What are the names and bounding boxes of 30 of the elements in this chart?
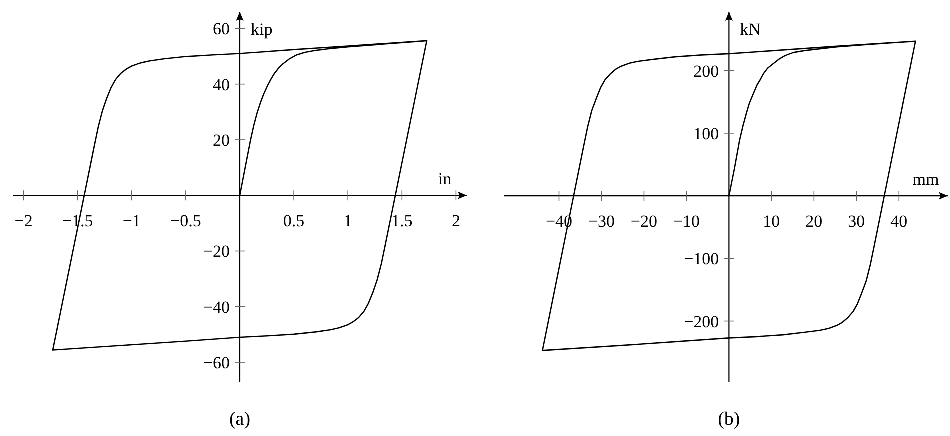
- x-tick-label: −10: [673, 212, 700, 232]
- y-tick-label: −40: [203, 298, 230, 317]
- x-tick-label: 10: [763, 212, 780, 232]
- y-axis-title: kip: [251, 20, 273, 39]
- x-tick-label: 0.5: [283, 212, 305, 231]
- y-tick-label: −20: [203, 242, 230, 262]
- y-tick-label: −60: [203, 354, 230, 373]
- x-tick-label: −1: [122, 212, 141, 231]
- x-tick-label: −2: [14, 212, 33, 231]
- x-tick-label: −20: [630, 212, 658, 232]
- x-tick-label: 40: [890, 212, 908, 232]
- x-tick-label: 1.5: [392, 212, 413, 231]
- text: (b): [718, 409, 740, 430]
- y-tick-label: −100: [684, 250, 720, 269]
- x-axis-title: in: [438, 170, 452, 189]
- y-tick-label: 200: [694, 62, 720, 81]
- y-tick-label: 40: [213, 75, 230, 94]
- x-tick-label: 2: [452, 212, 460, 231]
- x-tick-label: 1: [344, 212, 352, 231]
- x-tick-label: −30: [588, 212, 616, 232]
- y-tick-label: 100: [694, 124, 720, 144]
- y-tick-label: 20: [213, 130, 230, 150]
- x-tick-label: 20: [806, 212, 823, 232]
- y-tick-label: −200: [684, 312, 720, 332]
- x-tick-label: −0.5: [170, 212, 202, 231]
- y-tick-label: 60: [213, 20, 230, 39]
- x-tick-label: 30: [848, 212, 866, 232]
- x-axis-title: mm: [912, 170, 940, 190]
- text: (a): [229, 409, 251, 430]
- y-axis-title: kN: [740, 20, 761, 39]
